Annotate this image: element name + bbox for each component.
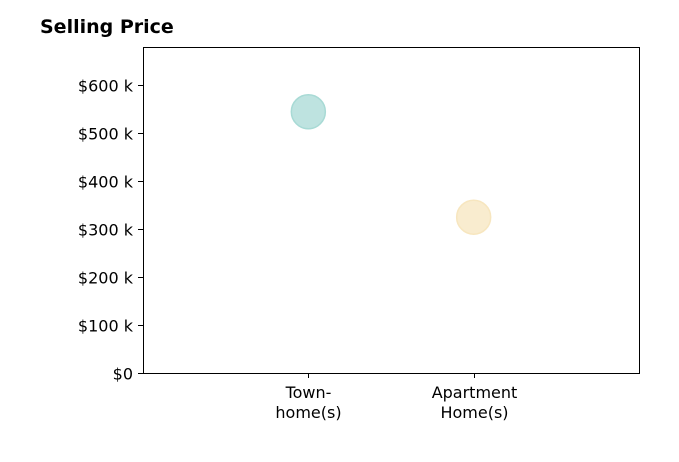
y-tick-label: $200 k: [78, 269, 134, 288]
y-tick-label: $500 k: [78, 125, 134, 144]
y-tick-label: $0: [113, 365, 133, 384]
y-axis: $0 $100 k $200 k $300 k $400 k $500 k $600 k: [78, 77, 143, 384]
y-tick-label: $300 k: [78, 221, 134, 240]
chart-title: Selling Price: [40, 16, 174, 38]
y-tick-label: $400 k: [78, 173, 134, 192]
y-tick-label: $600 k: [78, 77, 134, 96]
data-point: [290, 93, 327, 130]
plot-frame: [143, 47, 640, 374]
x-axis: Town-home(s) Apartment Home(s): [275, 373, 517, 422]
marks-layer: [290, 93, 492, 235]
x-tick-label: Apartment Home(s): [432, 383, 518, 422]
x-tick-label: Town-home(s): [275, 383, 341, 422]
data-point: [455, 199, 492, 235]
y-tick-label: $100 k: [78, 317, 134, 336]
